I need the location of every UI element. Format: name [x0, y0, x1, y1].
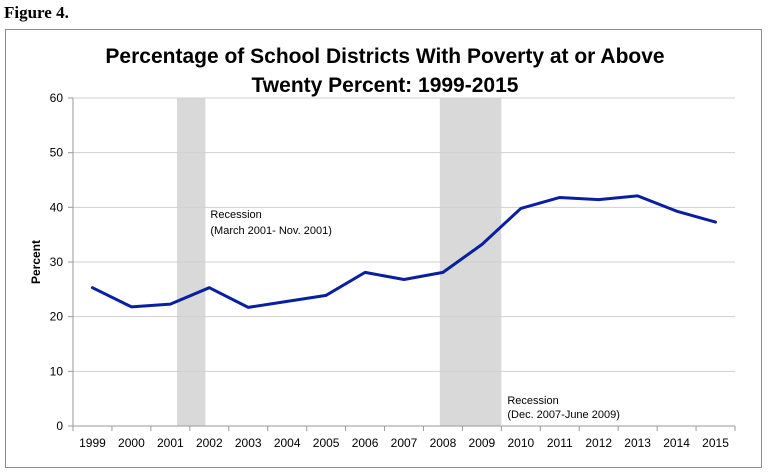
tick-labels: 0 10 20 30 40 50 60 1999 2000 2001 2002 2003 2004 200…	[50, 91, 730, 450]
x-tick-label-2009: 2009	[469, 436, 496, 450]
recession-labels: Recession (March 2001- Nov. 2001) Recessio…	[210, 209, 619, 421]
y-axis-label: Percent	[29, 240, 43, 284]
recession-1-label: Recession	[210, 209, 261, 221]
x-tick-label-2006: 2006	[352, 436, 379, 450]
x-tick-label-2007: 2007	[391, 436, 418, 450]
x-tick-label-2013: 2013	[624, 436, 651, 450]
x-tick-label-1999: 1999	[79, 436, 106, 450]
y-tick-label-30: 30	[50, 255, 64, 269]
x-tick-label-2003: 2003	[235, 436, 262, 450]
y-tick-label-10: 10	[50, 364, 64, 378]
x-tick-label-2008: 2008	[430, 436, 457, 450]
axes	[68, 97, 736, 431]
y-tick-label-40: 40	[50, 200, 64, 214]
x-tick-label-2011: 2011	[547, 436, 573, 450]
figure-label: Figure 4.	[4, 3, 69, 22]
recession-1-dates: (March 2001- Nov. 2001)	[210, 225, 331, 237]
x-tick-label-2002: 2002	[196, 436, 223, 450]
x-tick-label-2000: 2000	[118, 436, 145, 450]
y-tick-label-60: 60	[50, 91, 64, 105]
recession-2-dates: (Dec. 2007-June 2009)	[507, 409, 620, 421]
x-tick-label-2015: 2015	[702, 436, 729, 450]
x-tick-label-2001: 2001	[157, 436, 184, 450]
x-tick-label-2010: 2010	[507, 436, 534, 450]
series-line	[90, 194, 718, 309]
chart-title-line1: Percentage of School Districts With Pove…	[105, 45, 664, 68]
x-tick-label-2014: 2014	[663, 436, 690, 450]
chart-frame	[5, 29, 762, 468]
y-tick-label-50: 50	[50, 146, 64, 160]
chart-title-line2: Twenty Percent: 1999-2015	[252, 74, 519, 97]
y-tick-label-0: 0	[56, 419, 63, 433]
gridlines	[73, 97, 735, 372]
recession-2-label: Recession	[507, 395, 558, 407]
x-tick-label-2004: 2004	[274, 436, 301, 450]
x-tick-label-2005: 2005	[313, 436, 340, 450]
y-tick-label-20: 20	[50, 310, 64, 324]
x-tick-label-2012: 2012	[585, 436, 612, 450]
